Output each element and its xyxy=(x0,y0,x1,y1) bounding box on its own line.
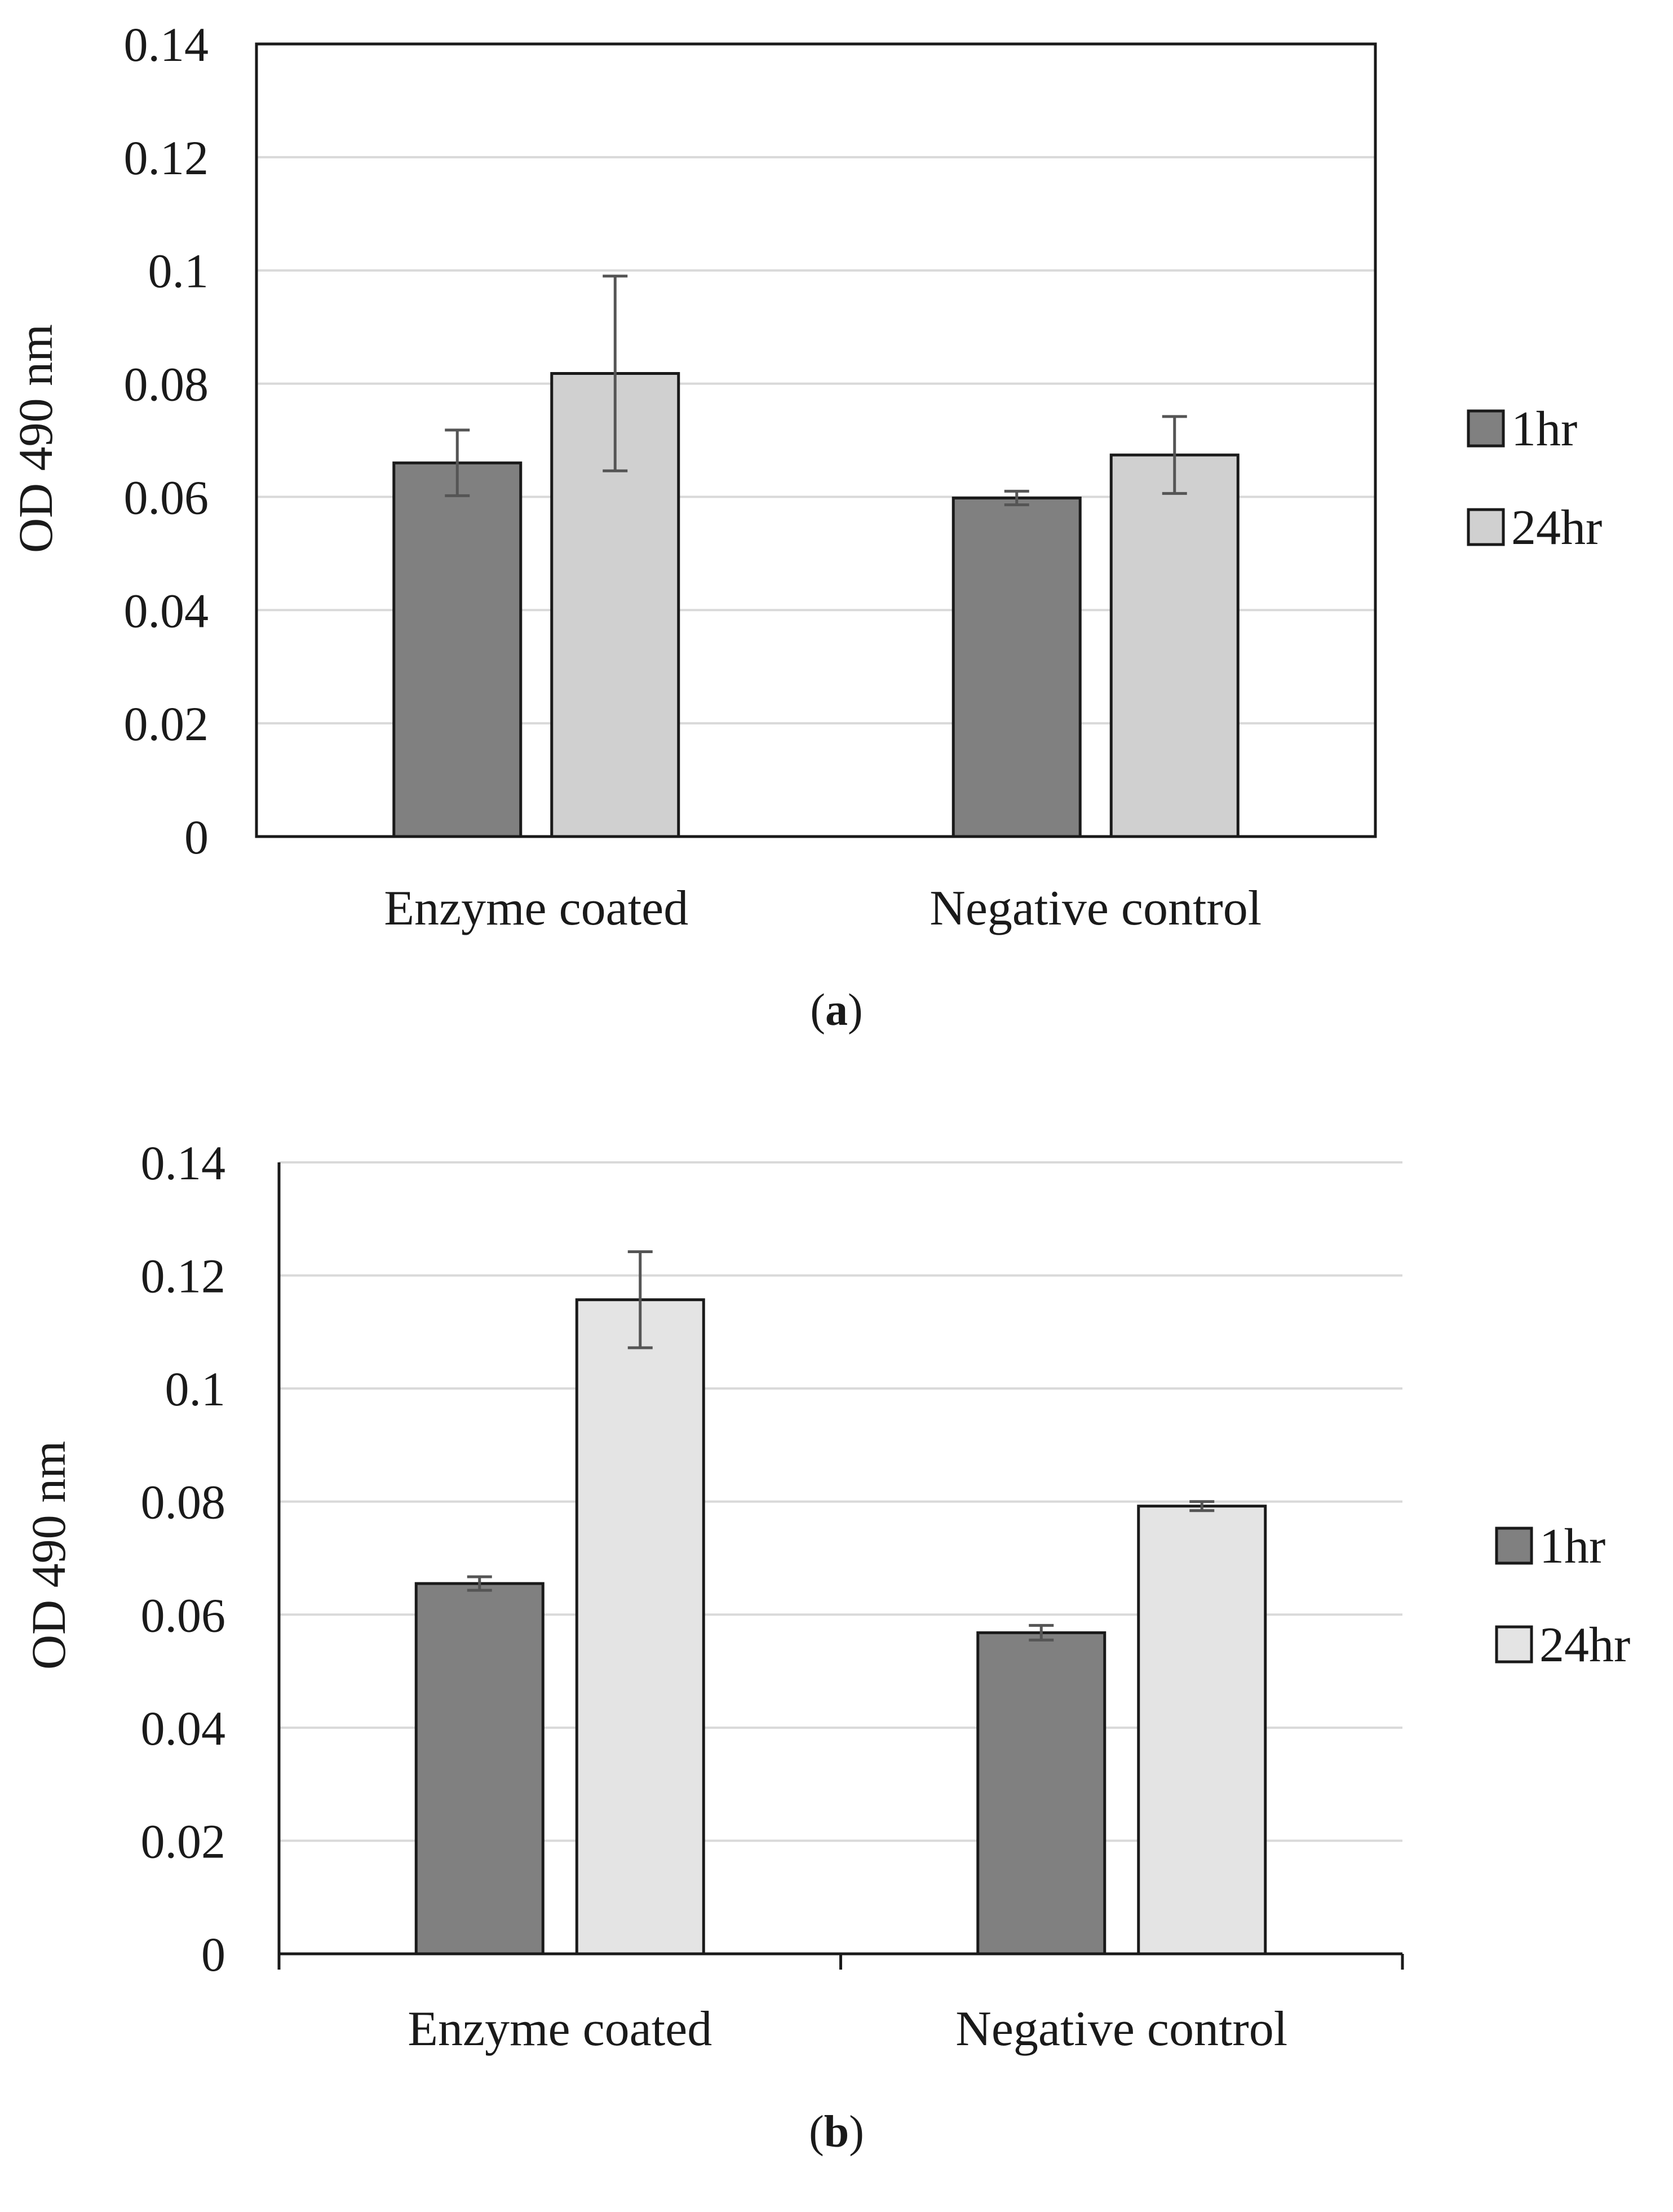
bar xyxy=(414,1582,545,1956)
plot-frame xyxy=(277,1162,1404,1970)
plot-border xyxy=(255,42,1377,838)
y-tick-label: 0.06 xyxy=(124,470,209,524)
legend-swatch xyxy=(1467,508,1505,546)
plot-frame xyxy=(255,42,1377,838)
y-tick-label: 0.06 xyxy=(141,1588,226,1642)
bar xyxy=(392,461,523,838)
legend-label: 1hr xyxy=(1511,402,1577,457)
y-tick-label: 0 xyxy=(184,810,209,864)
legend-swatch xyxy=(1467,409,1505,448)
chart-panel-b: 0 0.02 0.04 0.06 0.08 0.1 0.12 0.14 Enzyme coat… xyxy=(21,1136,1630,2157)
y-tick-labels: 0 0.02 0.04 0.06 0.08 0.1 0.12 0.14 xyxy=(141,1136,226,1981)
legend-swatch xyxy=(1495,1625,1533,1664)
y-tick-label: 0.04 xyxy=(141,1701,226,1755)
x-category-labels: Enzyme coated Negative control xyxy=(384,881,1262,936)
y-tick-label: 0.08 xyxy=(141,1475,226,1529)
legend-label: 1hr xyxy=(1539,1519,1605,1574)
bar xyxy=(575,1298,705,1956)
y-tick-label: 0.14 xyxy=(124,17,209,72)
y-tick-label: 0.04 xyxy=(124,583,209,638)
y-axis-title: OD 490 nm xyxy=(8,324,63,553)
y-axis-title: OD 490 nm xyxy=(21,1441,76,1670)
y-tick-label: 0.14 xyxy=(141,1136,226,1190)
x-category-label: Enzyme coated xyxy=(384,881,688,936)
panel-label-a: (a) xyxy=(810,985,862,1035)
bars xyxy=(414,1298,1267,1956)
y-tick-label: 0 xyxy=(201,1927,225,1981)
legend-swatch xyxy=(1495,1527,1533,1565)
y-tick-label: 0.1 xyxy=(148,244,209,298)
legend: 1hr 24hr xyxy=(1467,402,1602,555)
x-category-label: Enzyme coated xyxy=(408,2002,712,2056)
bar xyxy=(951,496,1082,838)
error-bars xyxy=(467,1250,1215,1642)
bar xyxy=(1109,453,1240,838)
y-tick-label: 0.08 xyxy=(124,357,209,412)
error-bars xyxy=(445,275,1187,506)
panel-letter-a: a xyxy=(825,985,848,1035)
bar xyxy=(1137,1505,1267,1956)
x-category-label: Negative control xyxy=(930,881,1262,936)
y-tick-label: 0.12 xyxy=(124,131,209,185)
y-tick-label: 0.02 xyxy=(141,1814,226,1868)
panel-label-b: (b) xyxy=(809,2107,864,2157)
x-category-labels: Enzyme coated Negative control xyxy=(408,2002,1287,2056)
y-tick-labels: 0 0.02 0.04 0.06 0.08 0.1 0.12 0.14 xyxy=(124,17,209,864)
y-tick-label: 0.1 xyxy=(165,1362,226,1416)
legend-label: 24hr xyxy=(1511,501,1602,555)
legend: 1hr 24hr xyxy=(1495,1519,1630,1673)
bars xyxy=(392,371,1240,838)
x-category-label: Negative control xyxy=(955,2002,1287,2056)
legend-label: 24hr xyxy=(1539,1618,1630,1673)
y-tick-label: 0.12 xyxy=(141,1249,226,1303)
chart-panel-a: 0 0.02 0.04 0.06 0.08 0.1 0.12 0.14 Enzyme coat… xyxy=(8,17,1602,1035)
bar xyxy=(976,1631,1107,1956)
y-tick-label: 0.02 xyxy=(124,697,209,751)
panel-letter-b: b xyxy=(824,2107,849,2157)
